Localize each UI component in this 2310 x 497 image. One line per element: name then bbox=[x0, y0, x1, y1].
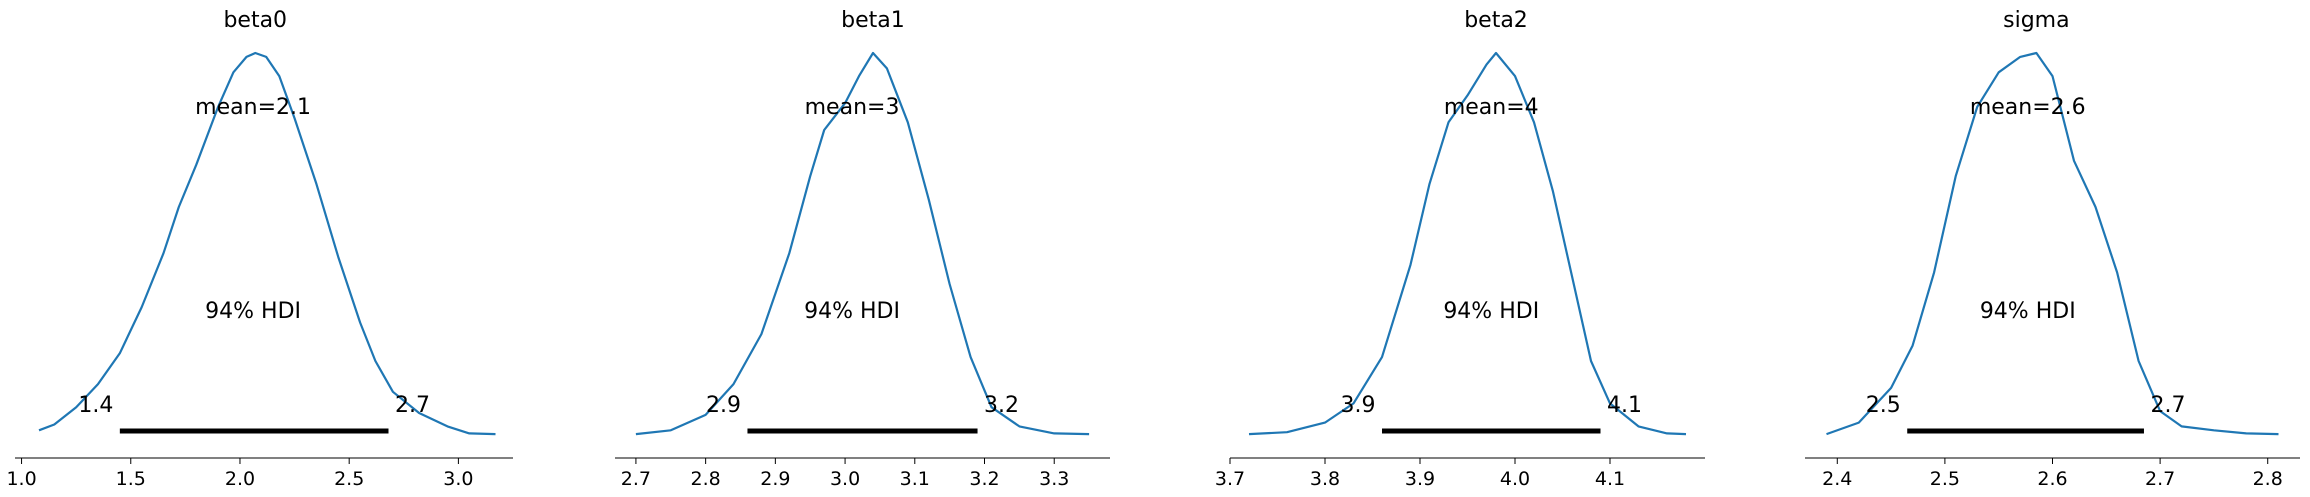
hdi-low-label: 2.5 bbox=[1866, 393, 1901, 418]
panel-beta0: beta0 mean=2.1 94% HDI 1.4 2.7 1.0 1.5 2.0 2.5 3.… bbox=[6, 8, 513, 490]
x-tick-label: 3.1 bbox=[900, 468, 930, 490]
density-curve bbox=[1826, 51, 2279, 436]
hdi-label: 94% HDI bbox=[1980, 299, 2076, 324]
hdi-low-label: 3.9 bbox=[1341, 393, 1376, 418]
x-tick-label: 2.6 bbox=[2037, 468, 2067, 490]
x-tick-label: 2.7 bbox=[2145, 468, 2175, 490]
hdi-high-label: 2.7 bbox=[2150, 393, 2185, 418]
x-tick-label: 3.9 bbox=[1405, 468, 1435, 490]
x-tick-label: 3.0 bbox=[830, 468, 860, 490]
x-tick-label: 1.5 bbox=[116, 468, 146, 490]
panel-beta1: beta1 mean=3 94% HDI 2.9 3.2 2.7 2.8 2.9 3.0 3.1 3… bbox=[615, 8, 1110, 490]
hdi-label: 94% HDI bbox=[1443, 299, 1539, 324]
x-tick-label: 3.0 bbox=[443, 468, 473, 490]
panel-title: sigma bbox=[2003, 8, 2069, 33]
mean-label: mean=4 bbox=[1444, 95, 1539, 120]
hdi-low-label: 2.9 bbox=[706, 393, 741, 418]
x-tick-label: 2.4 bbox=[1822, 468, 1852, 490]
x-tick-label: 3.3 bbox=[1039, 468, 1069, 490]
x-tick-label: 2.9 bbox=[760, 468, 790, 490]
density-curve bbox=[38, 51, 496, 436]
x-tick-label: 2.7 bbox=[621, 468, 651, 490]
x-tick-label: 3.2 bbox=[969, 468, 999, 490]
x-tick-label: 2.8 bbox=[691, 468, 721, 490]
hdi-label: 94% HDI bbox=[804, 299, 900, 324]
x-tick-label: 4.1 bbox=[1595, 468, 1625, 490]
x-tick-label: 2.5 bbox=[334, 468, 364, 490]
x-tick-label: 3.7 bbox=[1215, 468, 1245, 490]
mean-label: mean=3 bbox=[805, 95, 900, 120]
panel-title: beta1 bbox=[841, 8, 905, 33]
hdi-low-label: 1.4 bbox=[78, 393, 113, 418]
density-curve bbox=[635, 51, 1090, 436]
panel-sigma: sigma mean=2.6 94% HDI 2.5 2.7 2.4 2.5 2.6 2.7 2.… bbox=[1805, 8, 2300, 490]
hdi-high-label: 4.1 bbox=[1607, 393, 1642, 418]
panel-title: beta2 bbox=[1464, 8, 1528, 33]
panel-title: beta0 bbox=[223, 8, 287, 33]
panel-beta2: beta2 mean=4 94% HDI 3.9 4.1 3.7 3.8 3.9 4.0 4.1 bbox=[1215, 8, 1705, 490]
hdi-label: 94% HDI bbox=[205, 299, 301, 324]
x-tick-label: 2.5 bbox=[1930, 468, 1960, 490]
density-curve bbox=[1248, 51, 1687, 436]
x-tick-label: 2.0 bbox=[225, 468, 255, 490]
hdi-high-label: 2.7 bbox=[395, 393, 430, 418]
mean-label: mean=2.6 bbox=[1970, 95, 2086, 120]
hdi-high-label: 3.2 bbox=[984, 393, 1019, 418]
x-tick-label: 2.8 bbox=[2253, 468, 2283, 490]
x-tick-label: 4.0 bbox=[1500, 468, 1530, 490]
x-tick-label: 3.8 bbox=[1310, 468, 1340, 490]
mean-label: mean=2.1 bbox=[195, 95, 311, 120]
x-tick-label: 1.0 bbox=[6, 468, 36, 490]
